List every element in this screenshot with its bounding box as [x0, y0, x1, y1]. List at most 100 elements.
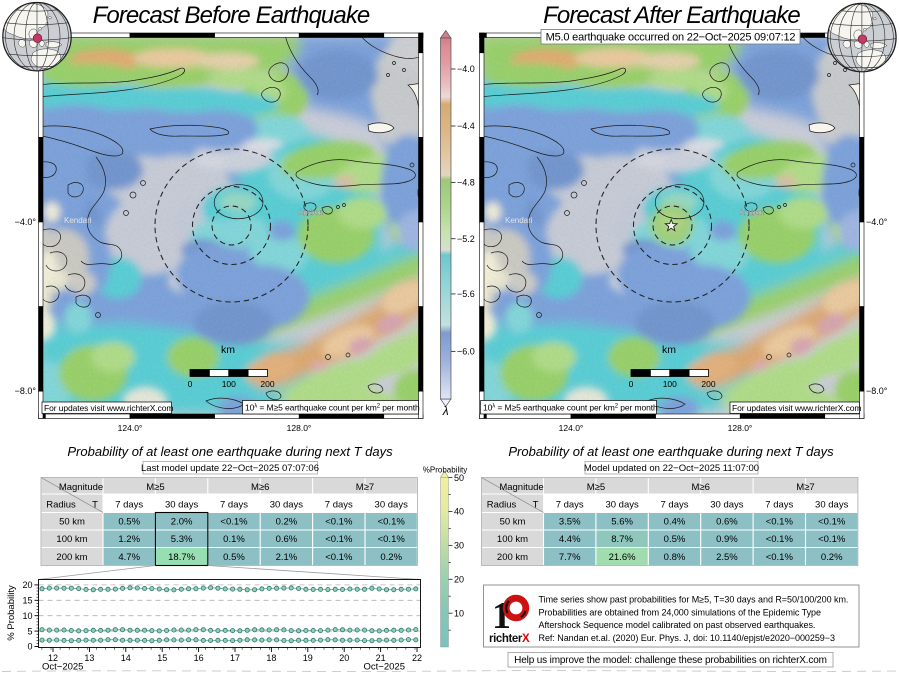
- svg-text:For updates visit www.richterX: For updates visit www.richterX.com: [732, 403, 861, 413]
- svg-text:M≥7: M≥7: [356, 482, 374, 493]
- svg-text:2.5%: 2.5%: [716, 552, 738, 563]
- svg-text:30 days: 30 days: [375, 500, 409, 511]
- svg-text:4.4%: 4.4%: [559, 534, 581, 545]
- svg-text:0.1%: 0.1%: [223, 534, 245, 545]
- svg-text:1.2%: 1.2%: [118, 534, 140, 545]
- svg-text:50: 50: [454, 473, 464, 483]
- svg-text:30 days: 30 days: [605, 500, 639, 511]
- svg-text:0.6%: 0.6%: [716, 517, 738, 528]
- svg-text:0.2%: 0.2%: [380, 552, 402, 563]
- svg-text:18: 18: [266, 653, 276, 663]
- svg-text:<0.1%: <0.1%: [325, 552, 353, 563]
- svg-text:30 days: 30 days: [270, 500, 304, 511]
- svg-text:<0.1%: <0.1%: [818, 534, 846, 545]
- svg-text:20: 20: [454, 575, 464, 585]
- svg-text:0.8%: 0.8%: [664, 552, 686, 563]
- svg-text:−6.0: −6.0: [457, 347, 475, 357]
- svg-text:0.6%: 0.6%: [276, 534, 298, 545]
- svg-text:22: 22: [412, 653, 422, 663]
- svg-text:0.5%: 0.5%: [664, 534, 686, 545]
- svg-text:20: 20: [339, 653, 349, 663]
- svg-text:7 days: 7 days: [765, 500, 793, 511]
- svg-text:0.5%: 0.5%: [223, 552, 245, 563]
- svg-text:0.9%: 0.9%: [716, 534, 738, 545]
- svg-text:Oct−2025: Oct−2025: [364, 662, 405, 673]
- svg-text:M≥6: M≥6: [251, 482, 269, 493]
- svg-text:15: 15: [22, 596, 32, 606]
- svg-text:18.7%: 18.7%: [168, 552, 195, 563]
- svg-text:−8.0°: −8.0°: [866, 386, 888, 396]
- svg-text:Time series show past probabil: Time series show past probabilities for …: [539, 595, 849, 605]
- svg-text:7 days: 7 days: [556, 500, 584, 511]
- svg-text:10: 10: [22, 611, 32, 621]
- svg-text:16: 16: [194, 653, 204, 663]
- svg-text:200 km: 200 km: [497, 552, 528, 563]
- svg-text:%Probability: %Probability: [423, 466, 467, 475]
- svg-text:<0.1%: <0.1%: [378, 517, 406, 528]
- svg-text:7 days: 7 days: [220, 500, 248, 511]
- svg-text:T: T: [92, 500, 98, 511]
- svg-text:10: 10: [454, 608, 464, 618]
- svg-text:T: T: [533, 500, 539, 511]
- svg-text:13: 13: [84, 653, 94, 663]
- svg-text:Aftershock Sequence model cali: Aftershock Sequence model calibrated on …: [539, 620, 816, 630]
- svg-text:3.5%: 3.5%: [559, 517, 581, 528]
- svg-text:−4.0°: −4.0°: [866, 217, 888, 227]
- svg-text:50 km: 50 km: [59, 517, 85, 528]
- svg-text:Magnitude: Magnitude: [499, 482, 543, 493]
- svg-text:30 days: 30 days: [815, 500, 849, 511]
- svg-text:Help us improve the model: cha: Help us improve the model: challenge the…: [514, 655, 827, 666]
- svg-text:Radius: Radius: [487, 500, 517, 511]
- svg-text:−4.4: −4.4: [457, 121, 475, 131]
- svg-text:−4.0: −4.0: [457, 64, 475, 74]
- svg-text:0.2%: 0.2%: [821, 552, 843, 563]
- svg-text:15: 15: [157, 653, 167, 663]
- svg-text:For updates visit www.richterX: For updates visit www.richterX.com: [44, 403, 173, 413]
- svg-text:2.1%: 2.1%: [276, 552, 298, 563]
- svg-text:−8.0°: −8.0°: [15, 386, 37, 396]
- svg-text:−4.0°: −4.0°: [15, 217, 37, 227]
- svg-text:0.2%: 0.2%: [276, 517, 298, 528]
- svg-text:4.7%: 4.7%: [118, 552, 140, 563]
- svg-text:Radius: Radius: [46, 500, 76, 511]
- svg-text:124.0°: 124.0°: [118, 423, 143, 433]
- svg-text:0: 0: [27, 642, 32, 652]
- svg-text:10λ = M≥5 earthquake count per: 10λ = M≥5 earthquake count per km2 per m…: [483, 403, 658, 413]
- svg-text:<0.1%: <0.1%: [220, 517, 248, 528]
- svg-text:<0.1%: <0.1%: [818, 517, 846, 528]
- svg-text:−5.2: −5.2: [457, 234, 475, 244]
- svg-text:200 km: 200 km: [56, 552, 87, 563]
- svg-text:7 days: 7 days: [661, 500, 689, 511]
- svg-text:17: 17: [230, 653, 240, 663]
- svg-text:14: 14: [121, 653, 131, 663]
- svg-text:0.5%: 0.5%: [118, 517, 140, 528]
- svg-text:Last model update 22−Oct−2025: Last model update 22−Oct−2025 07:07:06: [141, 463, 319, 474]
- svg-text:<0.1%: <0.1%: [766, 517, 794, 528]
- svg-text:30: 30: [454, 541, 464, 551]
- svg-text:Model updated on 22−Oct−2025 1: Model updated on 22−Oct−2025 11:07:00: [584, 463, 759, 474]
- svg-text:21: 21: [376, 653, 386, 663]
- svg-text:Ref: Nandan et.al. (2020) Eur.: Ref: Nandan et.al. (2020) Eur. Phys. J, …: [539, 633, 835, 643]
- svg-text:7 days: 7 days: [325, 500, 353, 511]
- svg-text:21.6%: 21.6%: [609, 552, 636, 563]
- svg-text:5: 5: [27, 626, 32, 636]
- svg-text:M≥5: M≥5: [587, 482, 605, 493]
- svg-text:19: 19: [303, 653, 313, 663]
- svg-text:0.4%: 0.4%: [664, 517, 686, 528]
- svg-text:50 km: 50 km: [500, 517, 526, 528]
- svg-text:12: 12: [48, 653, 58, 663]
- svg-text:<0.1%: <0.1%: [378, 534, 406, 545]
- svg-text:2.0%: 2.0%: [171, 517, 193, 528]
- svg-text:8.7%: 8.7%: [611, 534, 633, 545]
- svg-text:7 days: 7 days: [115, 500, 143, 511]
- svg-text:Magnitude: Magnitude: [59, 482, 103, 493]
- svg-text:−4.8: −4.8: [457, 178, 475, 188]
- svg-text:Probability of at least one ea: Probability of at least one earthquake d…: [67, 444, 393, 459]
- svg-text:richterX: richterX: [489, 633, 530, 645]
- svg-text:M≥7: M≥7: [796, 482, 814, 493]
- svg-text:100 km: 100 km: [497, 534, 528, 545]
- svg-text:M5.0 earthquake occurred on 22: M5.0 earthquake occurred on 22−Oct−2025 …: [546, 32, 796, 44]
- svg-text:M≥5: M≥5: [146, 482, 164, 493]
- svg-text:Probabilities are obtained fro: Probabilities are obtained from 24,000 s…: [539, 607, 821, 617]
- svg-text:124.0°: 124.0°: [559, 423, 584, 433]
